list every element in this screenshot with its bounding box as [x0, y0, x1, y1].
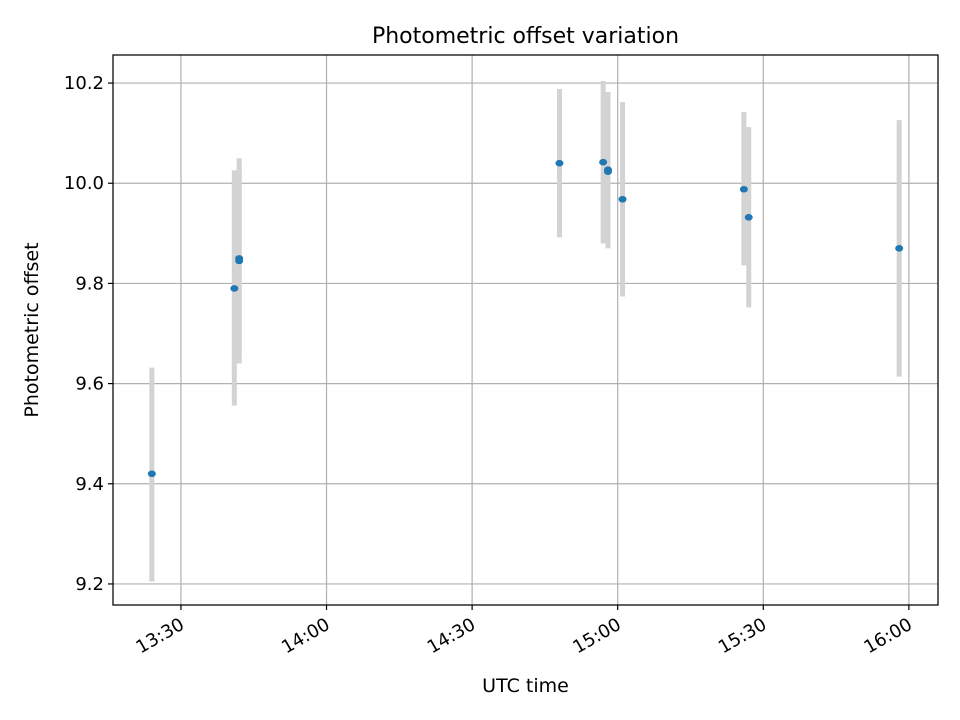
- x-tick-label: 14:00: [278, 614, 333, 658]
- data-point: [618, 195, 627, 203]
- y-tick-label: 9.2: [75, 574, 104, 595]
- y-tick-label: 10.0: [64, 173, 104, 194]
- x-tick-label: 16:00: [860, 614, 915, 658]
- data-point: [739, 185, 748, 193]
- data-point: [744, 213, 753, 221]
- y-tick-label: 9.4: [75, 474, 104, 495]
- y-axis-label: Photometric offset: [21, 242, 43, 417]
- y-tick-label: 9.8: [75, 273, 104, 294]
- data-points: [147, 158, 904, 478]
- data-point: [147, 470, 156, 478]
- x-tick-label: 15:00: [569, 614, 624, 658]
- error-bars: [149, 81, 902, 582]
- data-point: [230, 285, 239, 292]
- plot-frame: [112, 54, 939, 606]
- x-tick-label: 14:30: [424, 614, 479, 658]
- y-tick-label: 9.6: [75, 374, 104, 395]
- y-tick-label: 10.2: [64, 73, 104, 94]
- data-point: [599, 158, 608, 166]
- chart-title: Photometric offset variation: [372, 24, 679, 49]
- data-point: [895, 245, 904, 252]
- data-point: [604, 168, 612, 176]
- grid-lines: [113, 55, 938, 605]
- x-tick-label: 15:30: [715, 614, 770, 658]
- axis-ticks: 13:30 14:00 14:30 15:00 15:30 16:00 9.2 9.4 9.6 9…: [64, 73, 916, 658]
- x-axis-label: UTC time: [482, 675, 569, 697]
- data-point: [555, 159, 564, 167]
- data-point: [235, 255, 244, 262]
- x-tick-label: 13:30: [133, 614, 188, 658]
